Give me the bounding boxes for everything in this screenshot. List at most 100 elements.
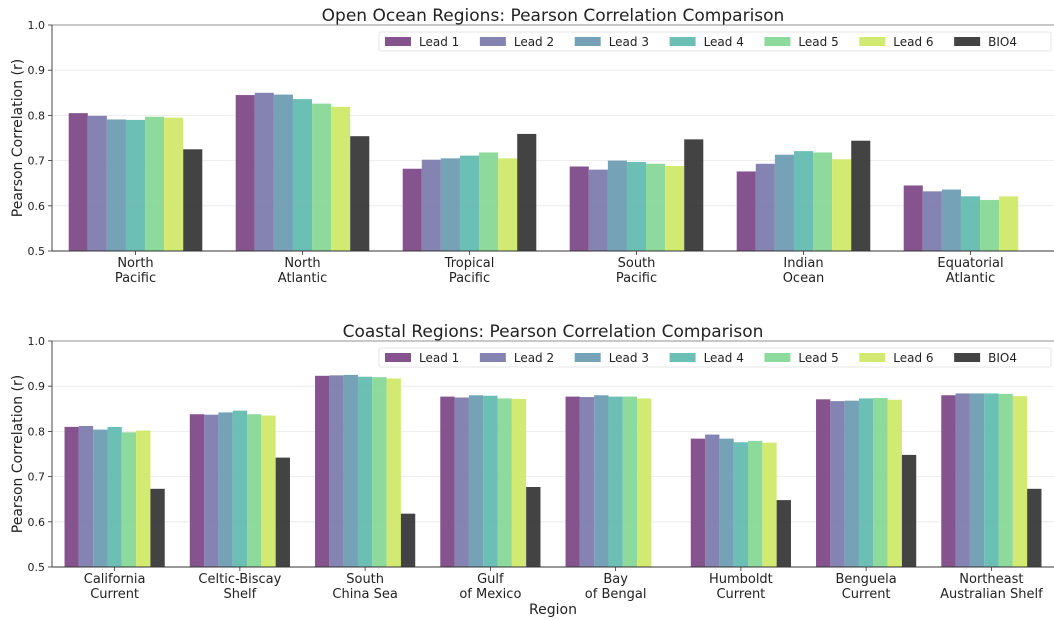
legend-label: Lead 4 — [704, 351, 744, 365]
bar-lead-4 — [793, 151, 814, 251]
y-tick-label: 0.9 — [28, 380, 46, 393]
bar-lead-6 — [261, 415, 276, 567]
bar-lead-4 — [733, 442, 749, 567]
y-tick-label: 0.8 — [28, 425, 46, 438]
y-tick-label: 0.6 — [28, 200, 46, 213]
bar-lead-3 — [106, 119, 126, 251]
x-tick-label: South Pacific — [616, 256, 657, 286]
y-axis-label: Pearson Correlation (r) — [10, 375, 26, 533]
chart-panel-1: 0.5 0.6 0.7 0.8 0.9 1.0 North Pacific North Atlan… — [10, 6, 1054, 286]
bar-bio4 — [150, 488, 165, 567]
bar-lead-2 — [78, 425, 94, 567]
y-tick-label: 1.0 — [28, 19, 46, 32]
bar-bio4 — [1027, 488, 1042, 567]
bar-lead-1 — [402, 168, 422, 251]
bar-lead-4 — [125, 119, 146, 251]
bar-bio4 — [350, 136, 370, 251]
x-tick-label: Equatorial Atlantic — [937, 256, 1003, 286]
y-axis-label: Pearson Correlation (r) — [10, 59, 26, 217]
x-tick-label: Celtic-Biscay Shelf — [198, 572, 281, 602]
bar-bio4 — [526, 486, 541, 567]
bar-lead-5 — [998, 393, 1013, 567]
y-tick-label: 0.5 — [28, 245, 46, 258]
bar-lead-3 — [93, 429, 108, 567]
bar-lead-2 — [588, 169, 608, 251]
bar-lead-1 — [315, 375, 330, 567]
x-tick-label: Humboldt Current — [709, 572, 773, 602]
y-tick-label: 0.7 — [28, 155, 46, 168]
bar-lead-2 — [955, 393, 970, 567]
bar-lead-3 — [969, 393, 985, 567]
bar-lead-3 — [719, 438, 734, 567]
bar-lead-6 — [511, 398, 527, 567]
bar-lead-1 — [941, 395, 956, 567]
legend-swatch — [859, 353, 886, 362]
bar-bio4 — [901, 454, 917, 567]
y-tick-label: 1.0 — [28, 335, 46, 348]
bar-bio4 — [275, 457, 290, 567]
legend-label: Lead 4 — [704, 35, 744, 49]
bar-lead-3 — [468, 395, 484, 567]
bar-lead-3 — [343, 374, 358, 567]
bar-lead-3 — [941, 189, 961, 251]
bar-lead-1 — [565, 396, 580, 567]
bar-bio4 — [776, 500, 791, 567]
legend-label: Lead 6 — [893, 35, 933, 49]
bar-lead-6 — [999, 196, 1019, 251]
bar-lead-5 — [646, 163, 666, 251]
bar-lead-6 — [887, 399, 902, 567]
legend-swatch — [954, 353, 981, 362]
legend-box — [378, 347, 1052, 368]
bar-bio4 — [684, 139, 704, 251]
bar-lead-5 — [622, 396, 638, 567]
bar-lead-5 — [247, 414, 262, 567]
legend-label: Lead 6 — [893, 351, 933, 365]
bar-lead-1 — [440, 396, 455, 567]
bar-lead-5 — [497, 398, 512, 567]
y-tick-label: 0.5 — [28, 561, 46, 574]
legend-swatch — [385, 37, 411, 46]
legend-swatch — [479, 353, 506, 362]
bar-lead-4 — [984, 393, 999, 567]
bar-lead-3 — [774, 154, 794, 251]
bar-lead-1 — [64, 426, 79, 567]
legend: Lead 1 Lead 2 Lead 3 Lead 4 Lead 5 Lead 6 BIO4 — [378, 31, 1052, 52]
bar-lead-2 — [329, 375, 344, 567]
bar-lead-5 — [980, 199, 1000, 251]
bar-lead-4 — [626, 161, 647, 251]
bar-lead-5 — [145, 116, 165, 251]
legend-swatch — [669, 353, 696, 362]
bar-lead-3 — [273, 94, 293, 251]
bar-lead-1 — [235, 95, 255, 251]
bar-bio4 — [400, 513, 416, 567]
x-tick-label: Benguela Current — [836, 572, 897, 602]
bar-lead-4 — [292, 99, 313, 252]
legend-swatch — [669, 37, 696, 46]
legend-label: Lead 1 — [419, 35, 459, 49]
bar-lead-4 — [858, 398, 874, 567]
legend-swatch — [764, 37, 791, 46]
bar-lead-2 — [755, 163, 775, 251]
bar-lead-1 — [189, 414, 205, 567]
legend-label: Lead 2 — [514, 351, 554, 365]
bar-lead-2 — [705, 434, 720, 567]
legend-label: Lead 1 — [419, 351, 459, 365]
legend-label: Lead 2 — [514, 35, 554, 49]
bar-lead-2 — [579, 397, 595, 567]
x-tick-label: Indian Ocean — [783, 256, 825, 286]
bar-bio4 — [183, 149, 203, 251]
x-tick-label: Bay of Bengal — [585, 572, 647, 602]
bar-lead-1 — [736, 171, 756, 251]
bar-bio4 — [517, 133, 537, 251]
x-tick-label: North Atlantic — [278, 256, 327, 286]
legend-label: Lead 3 — [609, 351, 649, 365]
x-tick-label: Gulf of Mexico — [459, 572, 521, 602]
y-tick-label: 0.9 — [28, 64, 46, 77]
bar-lead-6 — [164, 117, 184, 251]
bar-lead-6 — [832, 159, 852, 251]
bar-bio4 — [851, 140, 871, 251]
bar-lead-6 — [637, 398, 652, 567]
legend-swatch — [385, 353, 411, 362]
bar-lead-1 — [68, 113, 88, 251]
